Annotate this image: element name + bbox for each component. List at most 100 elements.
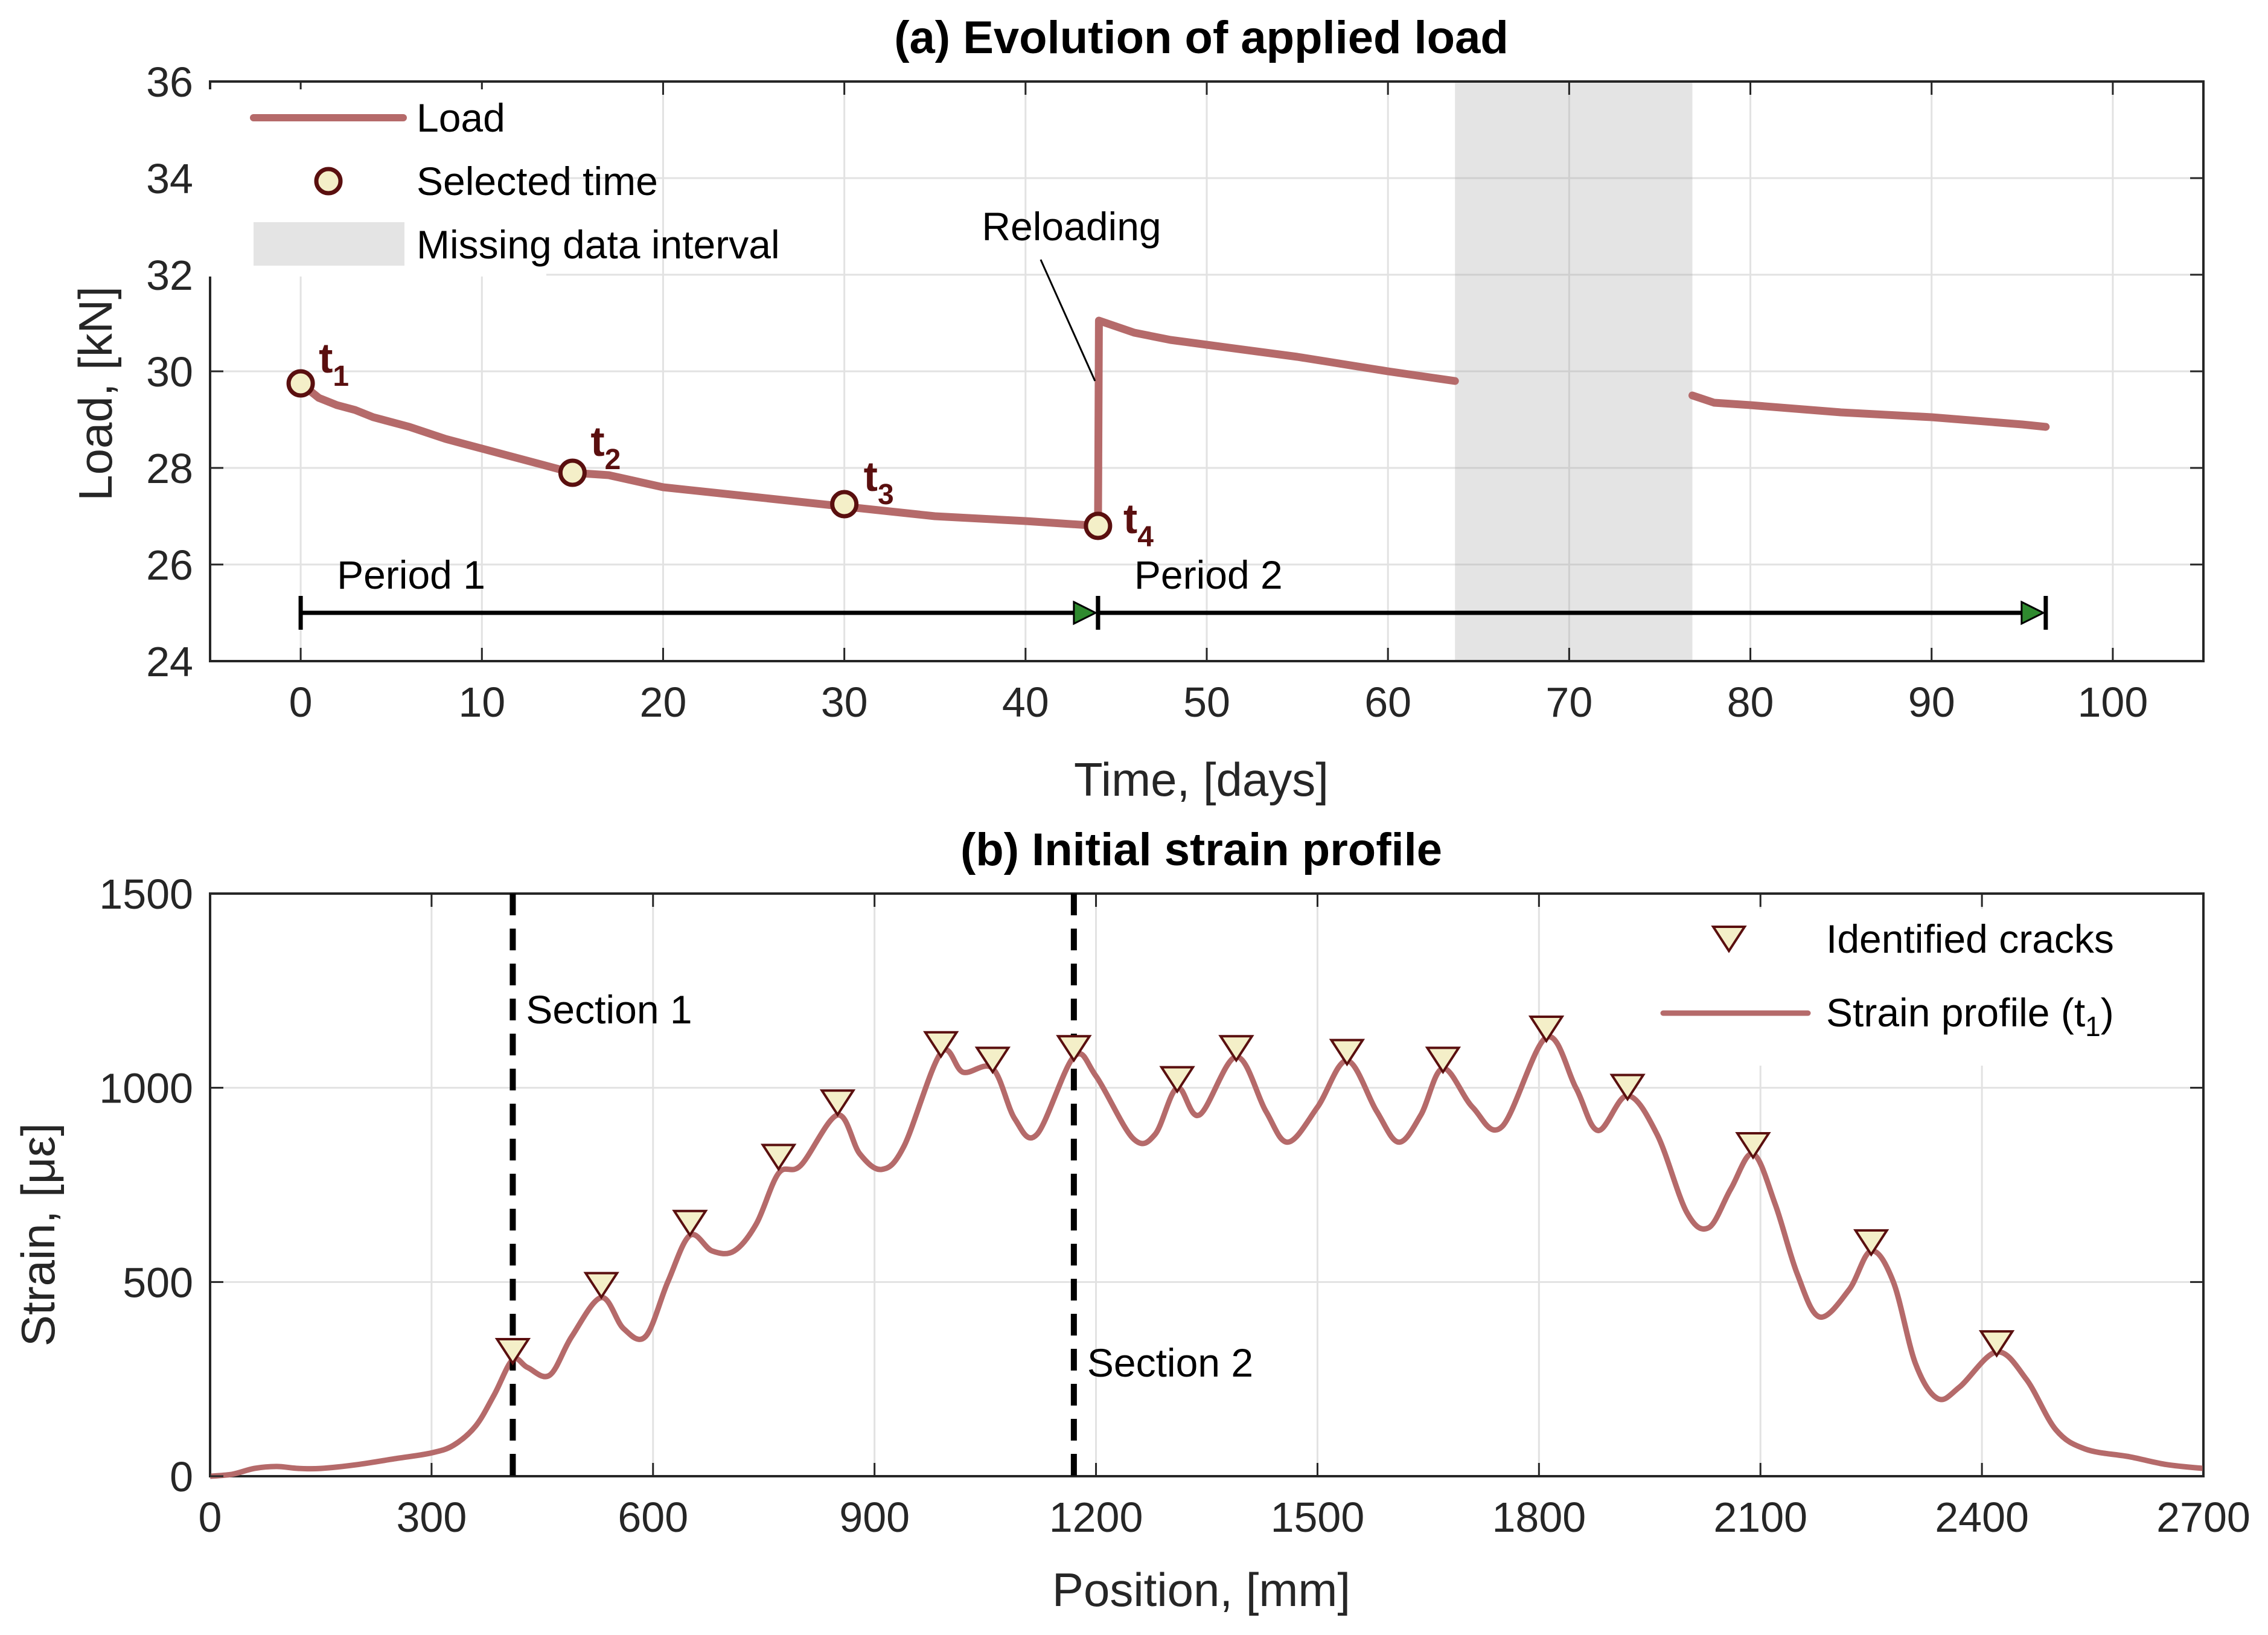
- panel-a-ytick-label: 30: [146, 348, 193, 395]
- legend-profile-label: Strain profile (t1): [1826, 990, 2114, 1042]
- crack-marker: [1329, 1038, 1366, 1067]
- legend-selected-label: Selected time: [417, 159, 658, 203]
- panel-a-xtick-label: 30: [821, 679, 868, 726]
- legend-selected-marker: [314, 167, 343, 196]
- crack-marker: [672, 1209, 708, 1238]
- panel-a-xtick-label: 70: [1545, 679, 1592, 726]
- crack-marker: [974, 1046, 1011, 1075]
- period-arrow-head: [2020, 600, 2046, 626]
- panel-a-ytick-label: 24: [146, 638, 193, 685]
- panel-a-missing-region: [1455, 80, 1693, 662]
- panel-a-xlabel: Time, [days]: [1074, 753, 1329, 806]
- panel-a-xtick-label: 90: [1908, 679, 1955, 726]
- load-line-segment-2: [1094, 316, 1459, 530]
- panel-a-ytick-label: 26: [146, 542, 193, 589]
- panel-b-ticks: 0 300 600 900 1200 1500 1800 2100 2400 2700 0 500 10…: [99, 871, 2250, 1541]
- panel-a-ytick-label: 36: [146, 59, 193, 106]
- crack-marker: [1735, 1132, 1771, 1160]
- panel-b-series: [209, 1034, 2204, 1479]
- crack-marker: [1159, 1066, 1195, 1094]
- panel-a-legend: Load Selected time Missing data interval: [208, 89, 780, 277]
- reloading-pointer-line: [1040, 259, 1096, 382]
- legend-crack-marker: [1711, 926, 1747, 953]
- panel-a-xtick-label: 50: [1183, 679, 1230, 726]
- panel-b-ytick-label: 1000: [99, 1065, 193, 1112]
- panel-b-xtick-label: 300: [396, 1494, 467, 1541]
- panel-b-xtick-label: 1200: [1049, 1494, 1143, 1541]
- section-label-1: Section 1: [526, 987, 692, 1032]
- panel-a-title: (a) Evolution of applied load: [894, 12, 1509, 63]
- panel-b-legend: Identified cracks Strain profile (t1): [1648, 909, 2179, 1066]
- crack-marker: [1056, 1035, 1092, 1063]
- panel-b-sections: Section 1 Section 2: [510, 894, 1253, 1476]
- section-label-2: Section 2: [1087, 1340, 1253, 1385]
- selected-time-marker-2: [558, 458, 587, 487]
- panel-b-xtick-label: 2700: [2156, 1494, 2250, 1541]
- panel-b-xtick-label: 900: [839, 1494, 910, 1541]
- panel-b-ytick-label: 500: [123, 1259, 193, 1306]
- selected-time-label-1: t1: [319, 334, 349, 392]
- panel-b-ylabel: Strain, [με]: [11, 1123, 65, 1346]
- crack-marker: [923, 1031, 959, 1059]
- panel-b-ytick-label: 0: [170, 1453, 193, 1500]
- panel-a-annotation: Reloading: [982, 204, 1161, 382]
- crack-marker: [1853, 1229, 1889, 1257]
- panel-a-xtick-label: 10: [458, 679, 505, 726]
- panel-a-xtick-label: 60: [1364, 679, 1411, 726]
- panel-a-ytick-label: 34: [146, 155, 193, 202]
- panel-b-strain-profile: (b) Initial strain profile Section 1Sect…: [11, 824, 2250, 1616]
- selected-time-marker-4: [1084, 511, 1113, 540]
- strain-profile-line: [209, 1034, 2204, 1479]
- period-label-1: Period 1: [337, 552, 485, 597]
- selected-time-label-3: t3: [864, 453, 894, 511]
- panel-a-ytick-label: 32: [146, 252, 193, 299]
- reloading-label: Reloading: [982, 204, 1161, 249]
- selected-time-marker-3: [830, 490, 859, 519]
- selected-time-marker-1: [286, 369, 315, 398]
- panel-a-series: [296, 316, 2050, 530]
- load-line-segment-1: [296, 379, 1102, 530]
- panel-a-xtick-label: 0: [289, 679, 313, 726]
- crack-marker: [1609, 1073, 1646, 1102]
- panel-b-cracks: [494, 1016, 2015, 1366]
- crack-marker: [760, 1144, 797, 1171]
- crack-marker: [1218, 1035, 1254, 1063]
- period-arrow-head: [1073, 600, 1098, 626]
- panel-a-xtick-label: 100: [2078, 679, 2148, 726]
- selected-time-label-4: t4: [1123, 495, 1154, 553]
- crack-marker: [583, 1272, 619, 1300]
- panel-a-ylabel: Load, [kN]: [69, 286, 122, 501]
- panel-a-ticks: 0 10 20 30 40 50 60 70 80 90 100 24 26 28 30 32 34 36: [146, 59, 2203, 726]
- panel-a-xtick-label: 80: [1727, 679, 1774, 726]
- crack-marker: [819, 1089, 856, 1117]
- legend-missing-label: Missing data interval: [417, 222, 780, 267]
- panel-a-ytick-label: 28: [146, 445, 193, 492]
- panel-b-xtick-label: 1500: [1271, 1494, 1365, 1541]
- panel-b-ytick-label: 1500: [99, 871, 193, 918]
- panel-b-axes-box: [209, 892, 2205, 1477]
- panel-b-xtick-label: 2100: [1713, 1494, 1807, 1541]
- crack-marker: [1978, 1330, 2015, 1358]
- crack-marker: [494, 1338, 531, 1366]
- crack-marker: [1425, 1046, 1461, 1075]
- load-line-segment-3: [1688, 391, 2050, 431]
- panel-a-xtick-label: 40: [1002, 679, 1049, 726]
- panel-a-selected-times: t1 t2 t3 t4: [286, 334, 1154, 553]
- panel-b-xlabel: Position, [mm]: [1052, 1563, 1350, 1616]
- legend-cracks-label: Identified cracks: [1826, 917, 2114, 961]
- panel-b-xtick-label: 600: [618, 1494, 688, 1541]
- panel-b-axes-frame: [209, 892, 2205, 1477]
- panel-b-xtick-label: 1800: [1492, 1494, 1586, 1541]
- selected-time-label-2: t2: [590, 418, 621, 476]
- crack-marker: [1528, 1016, 1565, 1043]
- panel-a-load-evolution: (a) Evolution of applied load Period 1 Pe…: [69, 12, 2205, 806]
- period-label-2: Period 2: [1134, 552, 1283, 597]
- panel-a-periods: Period 1 Period 2: [298, 552, 2048, 630]
- panel-b-xtick-label: 0: [199, 1494, 222, 1541]
- legend-missing-swatch: [254, 222, 404, 266]
- legend-load-label: Load: [417, 95, 505, 140]
- panel-b-title: (b) Initial strain profile: [960, 824, 1442, 875]
- panel-a-xtick-label: 20: [640, 679, 687, 726]
- panel-b-xtick-label: 2400: [1935, 1494, 2029, 1541]
